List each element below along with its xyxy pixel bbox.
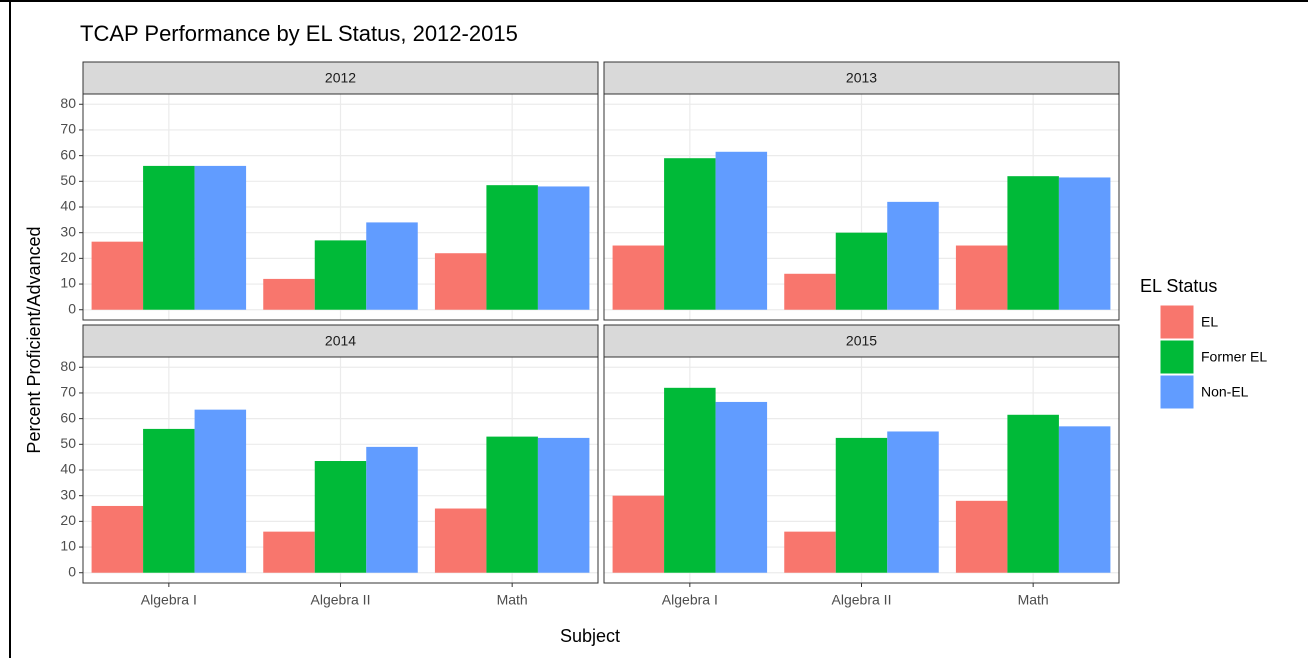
y-tick-label: 40: [60, 461, 76, 477]
x-tick-label: Algebra II: [311, 592, 371, 608]
bar: [366, 446, 418, 573]
panel-border: [603, 356, 1120, 584]
y-tick-label: 20: [60, 249, 76, 265]
legend-key: [1159, 339, 1195, 375]
bar: [486, 436, 538, 573]
strip: [82, 61, 599, 95]
y-tick-label: 30: [60, 486, 76, 502]
panel-title: 2015: [846, 333, 877, 349]
bar: [835, 437, 888, 573]
y-tick-label: 20: [60, 512, 76, 528]
y-tick-label: 30: [60, 223, 76, 239]
panel-title: 2014: [325, 333, 356, 349]
chart-title: TCAP Performance by EL Status, 2012-2015: [80, 21, 518, 46]
legend-label: EL: [1201, 314, 1218, 330]
bar: [1058, 177, 1111, 310]
bar: [887, 201, 939, 310]
panel-border: [603, 93, 1120, 321]
bar: [486, 185, 538, 310]
bar: [664, 387, 716, 573]
bar: [1007, 176, 1059, 310]
y-tick-label: 50: [60, 435, 76, 451]
bar: [314, 240, 367, 310]
bar: [955, 245, 1008, 310]
y-axis-label: Percent Proficient/Advanced: [24, 226, 44, 453]
bar: [955, 500, 1008, 573]
legend-title: EL Status: [1140, 276, 1217, 296]
y-tick-label: 80: [60, 95, 76, 111]
y-tick-label: 10: [60, 275, 76, 291]
bar: [537, 437, 590, 573]
legend-key: [1159, 374, 1195, 410]
legend-label: Former EL: [1201, 349, 1267, 365]
legend-label: Non-EL: [1201, 384, 1249, 400]
bar: [434, 508, 487, 573]
panel-border: [82, 93, 599, 321]
y-tick-label: 70: [60, 384, 76, 400]
y-tick-label: 10: [60, 538, 76, 554]
panel-title: 2012: [325, 70, 356, 86]
y-tick-label: 60: [60, 409, 76, 425]
y-tick-label: 50: [60, 172, 76, 188]
x-tick-label: Algebra II: [832, 592, 892, 608]
bar: [1058, 426, 1111, 573]
bar: [194, 165, 247, 310]
bar: [715, 401, 768, 573]
y-tick-label: 60: [60, 146, 76, 162]
x-tick-label: Algebra I: [662, 592, 718, 608]
bar: [91, 241, 144, 310]
y-tick-label: 0: [68, 300, 76, 316]
bar: [612, 495, 665, 573]
x-tick-label: Algebra I: [141, 592, 197, 608]
bar: [612, 245, 665, 310]
bar: [434, 253, 487, 310]
bar: [1007, 414, 1059, 573]
bar: [366, 222, 418, 310]
bar: [537, 186, 590, 310]
bar: [715, 151, 768, 310]
bar: [194, 409, 247, 573]
bar: [143, 428, 195, 573]
bar: [91, 505, 144, 573]
x-tick-label: Math: [1018, 592, 1049, 608]
y-tick-label: 70: [60, 121, 76, 137]
bar: [784, 531, 836, 573]
panel-border: [82, 356, 599, 584]
y-tick-label: 40: [60, 198, 76, 214]
bar: [263, 278, 315, 310]
legend-key: [1159, 304, 1195, 340]
bar: [314, 461, 367, 573]
bar: [835, 232, 888, 310]
bar: [143, 165, 195, 310]
x-tick-label: Math: [497, 592, 528, 608]
strip: [603, 61, 1120, 95]
y-tick-label: 80: [60, 358, 76, 374]
x-axis-label: Subject: [560, 626, 620, 646]
bar: [887, 431, 939, 573]
bar: [664, 158, 716, 310]
panel-title: 2013: [846, 70, 877, 86]
strip: [82, 324, 599, 358]
bar: [784, 273, 836, 310]
bar: [263, 531, 315, 573]
y-tick-label: 0: [68, 563, 76, 579]
strip: [603, 324, 1120, 358]
